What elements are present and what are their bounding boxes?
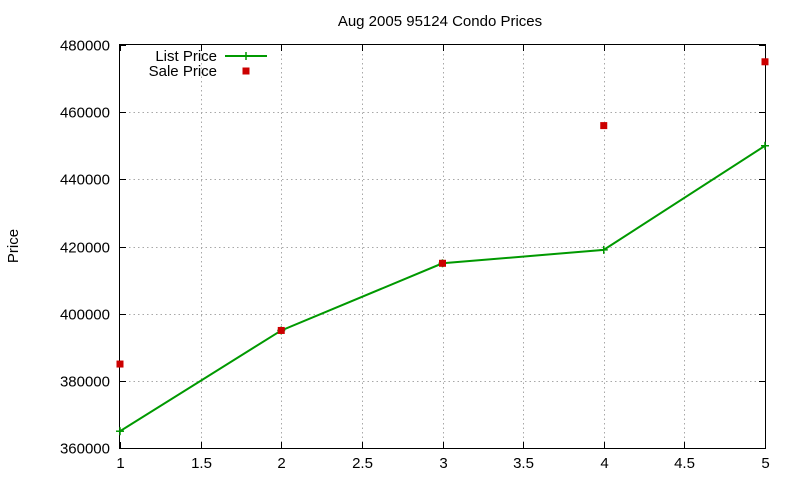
plot-frame — [119, 44, 766, 449]
y-tick-label: 440000 — [60, 172, 110, 189]
chart-title: Aug 2005 95124 Condo Prices — [338, 13, 542, 30]
x-tick-label: 4.5 — [674, 455, 695, 472]
list-price-point — [116, 427, 124, 436]
y-tick-label: 460000 — [60, 105, 110, 122]
y-tick-label: 360000 — [60, 441, 110, 458]
sale-price-point — [116, 360, 124, 368]
list-price-point — [761, 141, 769, 150]
x-tick-label: 2.5 — [352, 455, 373, 472]
x-tick-label: 1.5 — [191, 455, 212, 472]
x-tick-label: 1 — [116, 455, 124, 472]
sale-price-point — [277, 326, 285, 334]
sale-price-point — [439, 259, 446, 267]
sale-price-point — [600, 122, 608, 130]
sale-price-point — [761, 58, 769, 66]
x-tick-label: 3.5 — [513, 455, 534, 472]
legend-marker-sample — [242, 67, 250, 75]
x-tick-label: 3 — [439, 455, 447, 472]
legend: List Price Sale Price — [149, 48, 267, 80]
x-tick-label: 4 — [600, 455, 608, 472]
legend-sample-list-price — [225, 52, 267, 60]
y-axis-title: Price — [5, 229, 22, 263]
grid-lines — [120, 45, 765, 448]
x-tick-labels: 1 1.5 2 2.5 3 3.5 4 4.5 5 — [116, 455, 769, 472]
series-markers — [116, 58, 769, 436]
legend-sample-sale-price — [242, 67, 250, 75]
y-tick-label: 480000 — [60, 38, 110, 55]
y-tick-label: 400000 — [60, 307, 110, 324]
series-lines — [119, 144, 766, 433]
legend-label-list-price: List Price — [155, 48, 217, 65]
tick-marks — [120, 45, 766, 449]
legend-marker-sample — [242, 52, 250, 60]
x-tick-label: 2 — [277, 455, 285, 472]
legend-label-sale-price: Sale Price — [149, 63, 217, 80]
y-tick-labels: 360000 380000 400000 420000 440000 460000 4800… — [60, 38, 110, 458]
x-tick-label: 5 — [761, 455, 769, 472]
y-tick-label: 420000 — [60, 240, 110, 257]
y-tick-label: 380000 — [60, 374, 110, 391]
list-price-line — [119, 144, 766, 433]
list-price-point — [599, 245, 608, 254]
